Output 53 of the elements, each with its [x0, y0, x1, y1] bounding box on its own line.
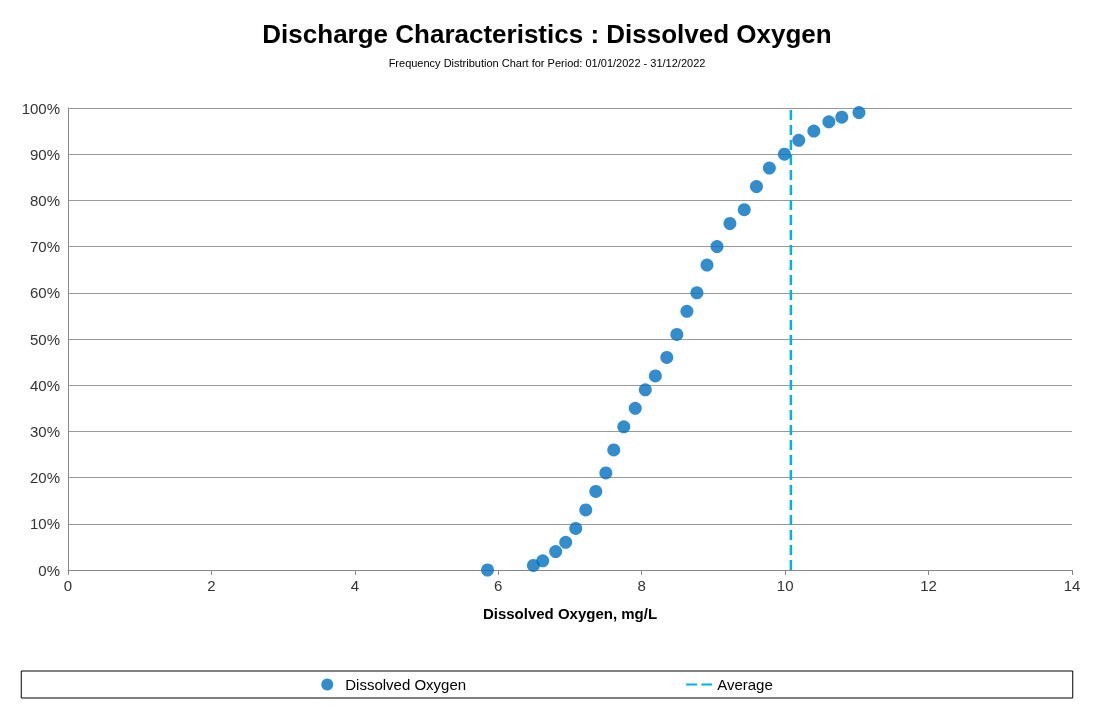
- point: [670, 327, 684, 341]
- point: [607, 443, 621, 457]
- x-tick-label: 2: [207, 577, 216, 594]
- point: [549, 545, 563, 559]
- point: [589, 484, 603, 498]
- chart-title: Discharge Characteristics : Dissolved Oxygen: [262, 19, 832, 49]
- chart-subtitle: Frequency Distribution Chart for Period: 01/01/2022 - 31/12/2022: [388, 56, 706, 69]
- point: [648, 369, 662, 383]
- y-tick-label: 60%: [29, 284, 60, 302]
- y-tick-label: 80%: [29, 191, 60, 209]
- x-axis-title: Dissolved Oxygen, mg/L: [482, 605, 658, 622]
- y-tick-label: 50%: [29, 330, 60, 348]
- y-tick-label: 10%: [29, 515, 60, 533]
- point: [660, 350, 674, 364]
- x-tick-label: 14: [1063, 577, 1081, 594]
- point: [481, 563, 495, 577]
- point: [559, 535, 573, 549]
- point: [822, 115, 836, 129]
- x-tick-label: 8: [637, 577, 646, 594]
- point: [700, 258, 714, 272]
- point: [536, 554, 550, 568]
- point: [579, 503, 593, 517]
- x-tick-label: 4: [350, 577, 360, 594]
- point: [762, 161, 776, 175]
- point: [792, 133, 806, 147]
- point: [680, 304, 694, 318]
- x-tick-label: 10: [776, 577, 794, 594]
- point: [617, 420, 631, 434]
- y-tick-label: 0%: [38, 561, 60, 579]
- point: [807, 124, 821, 138]
- point: [638, 383, 652, 397]
- legend-label: Dissolved Oxygen: [345, 676, 467, 693]
- point: [690, 286, 704, 300]
- point: [835, 110, 849, 124]
- point: [723, 217, 737, 230]
- x-tick-label: 0: [63, 577, 73, 594]
- point: [569, 521, 583, 535]
- y-tick-label: 20%: [29, 469, 60, 487]
- point: [749, 180, 763, 194]
- y-tick-label: 100%: [21, 99, 60, 117]
- y-tick-label: 30%: [29, 422, 60, 440]
- point: [777, 147, 791, 161]
- x-tick-label: 12: [920, 577, 937, 594]
- y-tick-label: 90%: [29, 145, 60, 163]
- x-tick-label: 6: [494, 577, 503, 594]
- point: [599, 466, 613, 480]
- legend-label: Average: [717, 676, 773, 693]
- y-tick-label: 70%: [29, 238, 60, 256]
- y-tick-label: 40%: [29, 376, 60, 394]
- point: [710, 240, 724, 254]
- point: [737, 203, 751, 217]
- point: [628, 401, 642, 415]
- point: [852, 106, 866, 120]
